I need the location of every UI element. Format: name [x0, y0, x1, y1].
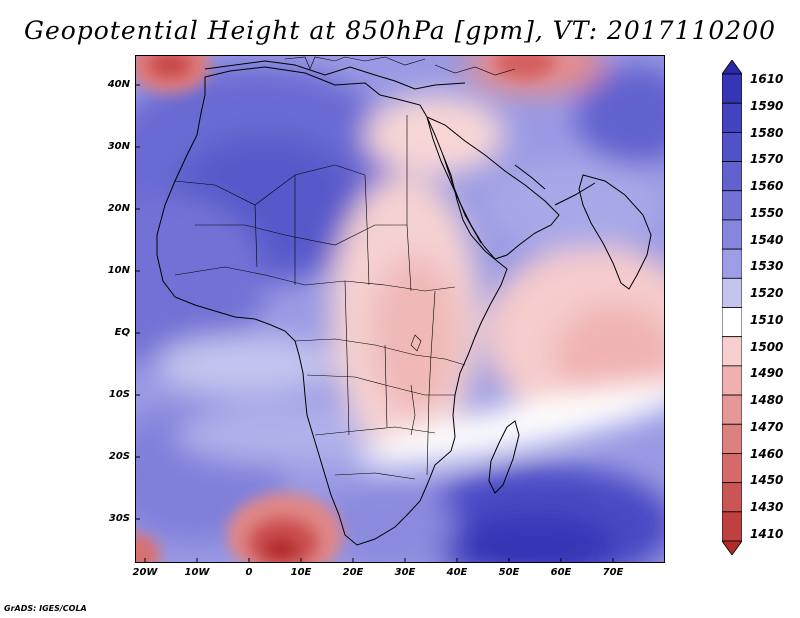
colorbar-swatch — [722, 453, 742, 484]
axis-ticks — [135, 84, 614, 563]
colorbar-swatch — [722, 190, 742, 221]
coastlines — [156, 60, 652, 546]
lat-label-20s: 20S — [108, 451, 130, 462]
lon-label-40e: 40E — [446, 567, 468, 578]
lat-label-10n: 10N — [107, 265, 130, 276]
colorbar-top-arrow — [722, 60, 742, 75]
colorbar-label: 1500 — [750, 339, 784, 354]
colorbar — [722, 60, 742, 555]
colorbar-swatch — [722, 482, 742, 513]
colorbar-swatch — [722, 336, 742, 367]
colorbar-label: 1580 — [750, 125, 784, 140]
lat-label-20n: 20N — [107, 203, 130, 214]
colorbar-swatch — [722, 248, 742, 279]
chart-title: Geopotential Height at 850hPa [gpm], VT:… — [23, 16, 777, 45]
footer-credit: GrADS: IGES/COLA — [4, 604, 87, 613]
lon-label-10w: 10W — [184, 567, 210, 578]
colorbar-swatch — [722, 511, 742, 542]
lon-label-30e: 30E — [394, 567, 416, 578]
country-borders — [174, 115, 466, 480]
colorbar-swatch — [722, 131, 742, 162]
colorbar-label: 1540 — [750, 232, 784, 247]
colorbar-swatch — [722, 73, 742, 104]
colorbar-label: 1610 — [750, 72, 784, 86]
map-border — [135, 55, 665, 563]
lon-label-10e: 10E — [290, 567, 312, 578]
colorbar-label: 1550 — [750, 205, 784, 220]
colorbar-swatch — [722, 365, 742, 396]
colorbar-swatch — [722, 219, 742, 250]
europe-coast — [284, 56, 516, 76]
lon-label-60e: 60E — [550, 567, 572, 578]
colorbar-label: 1570 — [750, 152, 784, 167]
lat-label-40n: 40N — [107, 79, 130, 90]
lon-label-20w: 20W — [132, 567, 158, 578]
lat-label-10s: 10S — [108, 389, 130, 400]
low-centers — [135, 55, 555, 563]
colorbar-bottom-arrow — [722, 540, 742, 555]
colorbar-label: 1410 — [750, 527, 784, 541]
lat-label-eq: EQ — [114, 327, 130, 338]
colorbar-swatch — [722, 307, 742, 338]
lat-label-30n: 30N — [107, 141, 130, 152]
lon-label-20e: 20E — [342, 567, 364, 578]
colorbar-swatch — [722, 423, 742, 454]
colorbar-label: 1470 — [750, 419, 784, 434]
lon-label-70e: 70E — [602, 567, 624, 578]
lon-label-0: 0 — [245, 567, 253, 578]
colorbar-swatch — [722, 161, 742, 192]
map-plot — [135, 55, 665, 563]
colorbar-swatch — [722, 102, 742, 133]
colorbar-label: 1490 — [750, 366, 784, 381]
colorbar-label: 1590 — [750, 98, 784, 113]
colorbar-label: 1560 — [750, 179, 784, 194]
colorbar-label: 1510 — [750, 312, 784, 327]
colorbar-swatch — [722, 394, 742, 425]
lat-label-30s: 30S — [108, 513, 130, 524]
colorbar-label: 1430 — [750, 500, 784, 515]
colorbar-swatch — [722, 277, 742, 308]
colorbar-label: 1460 — [750, 446, 784, 461]
colorbar-label: 1450 — [750, 473, 784, 488]
geopotential-field — [135, 55, 665, 563]
colorbar-label: 1520 — [750, 286, 784, 301]
colorbar-label: 1530 — [750, 259, 784, 274]
lon-label-50e: 50E — [498, 567, 520, 578]
colorbar-label: 1480 — [750, 393, 784, 408]
